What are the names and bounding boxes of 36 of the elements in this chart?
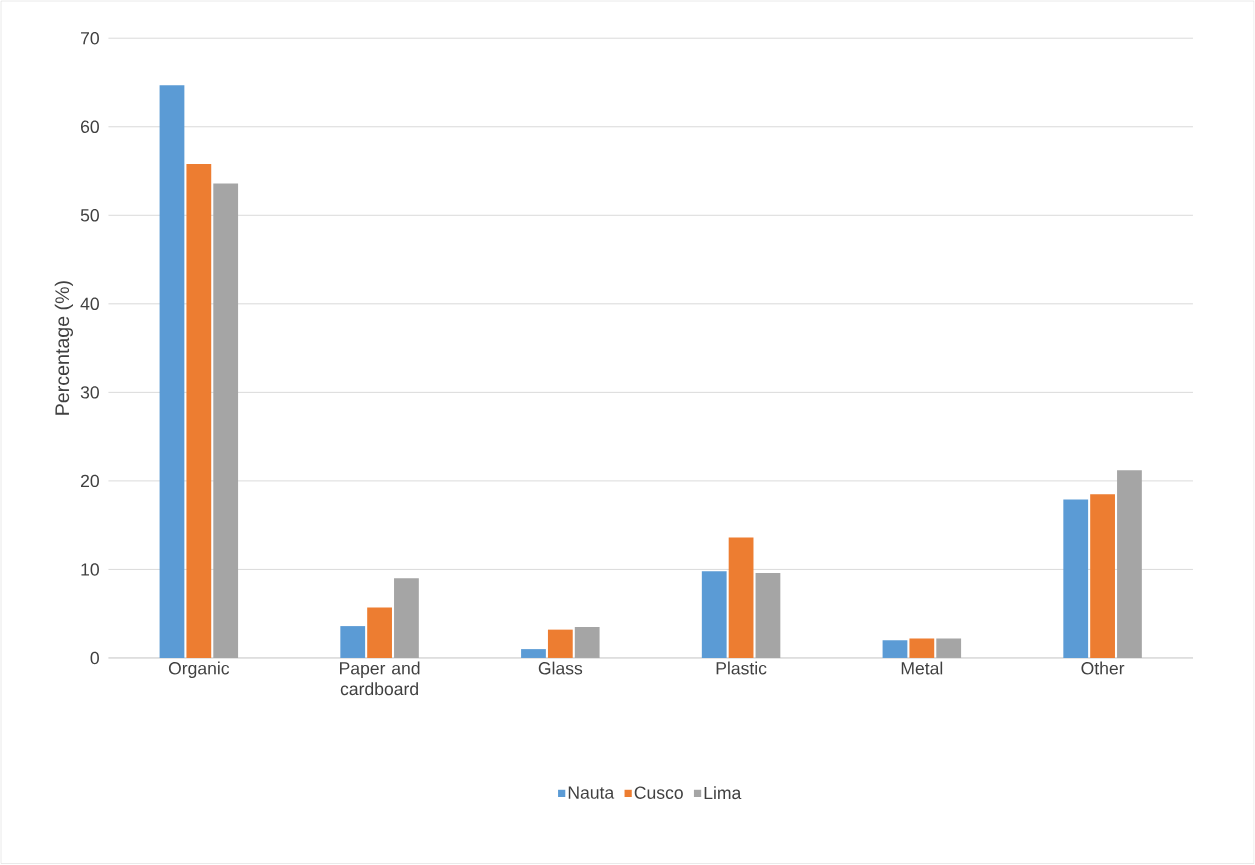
- bar: [521, 649, 546, 659]
- y-tick-label: 60: [81, 120, 99, 134]
- y-tick-label: 70: [81, 32, 99, 45]
- legend-label: Cusco: [634, 786, 683, 800]
- x-tick-label: Paper and cardboard: [340, 661, 420, 696]
- bar: [1117, 470, 1142, 659]
- y-tick-label: 30: [80, 386, 99, 399]
- bar: [1063, 499, 1089, 659]
- bar: [394, 578, 419, 659]
- x-tick-label: Plastic: [716, 661, 767, 675]
- bar: [340, 626, 366, 659]
- bar: [367, 607, 392, 659]
- bar: [213, 183, 239, 659]
- y-tick-label: 40: [80, 297, 99, 311]
- bar: [574, 627, 600, 659]
- bar: [728, 537, 754, 659]
- x-tick-label: Organic: [168, 661, 230, 679]
- bar: [882, 640, 908, 659]
- bar: [936, 638, 962, 659]
- bar: [547, 629, 573, 659]
- y-tick-label: 0: [90, 651, 99, 665]
- bar: [755, 573, 781, 659]
- y-tick-label: 20: [81, 474, 99, 488]
- x-tick-label: Other: [1081, 661, 1125, 675]
- bar: [701, 571, 727, 659]
- x-tick-label: Metal: [901, 661, 943, 675]
- y-axis-title: Percentage (%): [54, 281, 74, 415]
- legend-label: Nauta: [568, 786, 615, 800]
- bar: [186, 164, 212, 659]
- bar: [159, 85, 185, 659]
- bar: [909, 638, 935, 659]
- y-tick-label: 50: [80, 209, 99, 222]
- legend-label: Lima: [704, 786, 742, 800]
- bar: [1090, 494, 1115, 659]
- y-tick-label: 10: [81, 563, 99, 576]
- x-tick-label: Glass: [538, 661, 583, 675]
